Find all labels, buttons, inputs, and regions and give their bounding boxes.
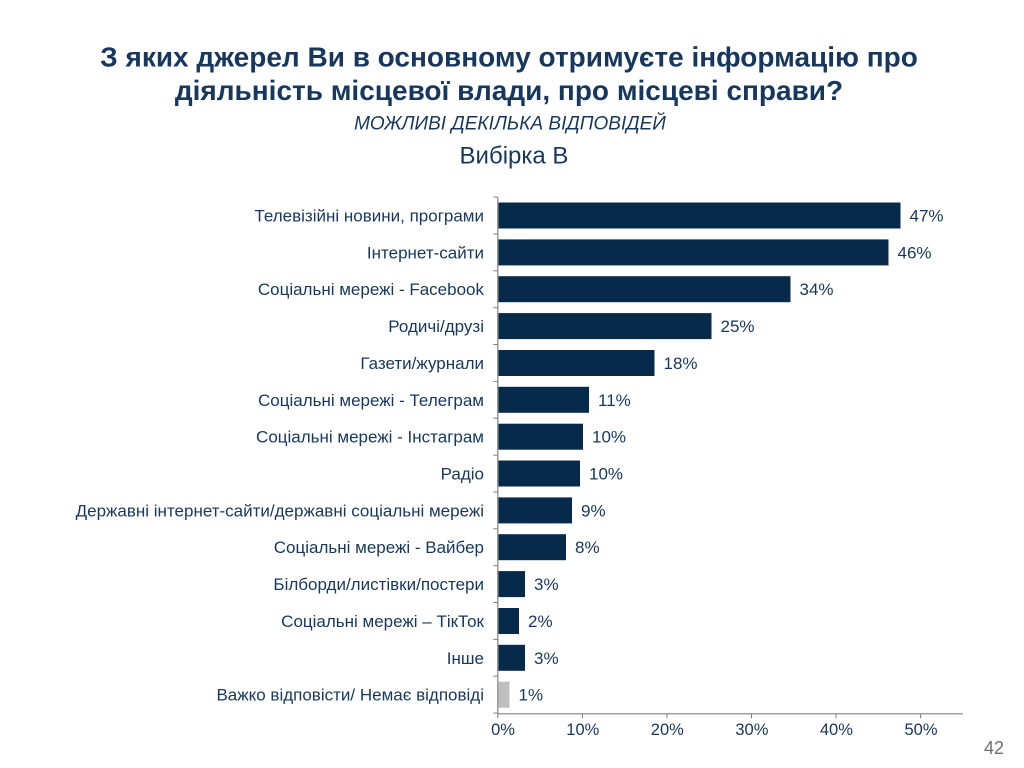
svg-text:Радіо: Радіо xyxy=(441,465,484,484)
svg-text:Вибірка В: Вибірка В xyxy=(460,143,569,170)
svg-text:Інше: Інше xyxy=(447,649,484,668)
svg-text:Соціальні мережі - Інстаграм: Соціальні мережі - Інстаграм xyxy=(256,428,484,447)
svg-text:З яких джерел Ви в основному о: З яких джерел Ви в основному отримуєте і… xyxy=(100,42,918,73)
svg-text:Родичі/друзі: Родичі/друзі xyxy=(388,317,484,336)
svg-text:Соціальні мережі – ТікТок: Соціальні мережі – ТікТок xyxy=(281,612,484,631)
svg-text:42: 42 xyxy=(984,738,1004,758)
svg-text:30%: 30% xyxy=(735,721,768,739)
svg-text:1%: 1% xyxy=(519,686,544,705)
svg-text:2%: 2% xyxy=(528,612,553,631)
svg-text:Важко відповісти/ Немає відпов: Важко відповісти/ Немає відповіді xyxy=(216,686,484,705)
svg-text:0%: 0% xyxy=(491,721,515,739)
svg-text:Державні інтернет-сайти/держав: Державні інтернет-сайти/державні соціаль… xyxy=(76,501,484,520)
svg-text:25%: 25% xyxy=(721,317,755,336)
svg-text:МОЖЛИВІ ДЕКІЛЬКА ВІДПОВІДЕЙ: МОЖЛИВІ ДЕКІЛЬКА ВІДПОВІДЕЙ xyxy=(354,113,666,135)
svg-text:46%: 46% xyxy=(898,243,932,262)
svg-text:діяльність місцевої влади, про: діяльність місцевої влади, про місцеві с… xyxy=(175,75,843,106)
svg-text:Соціальні мережі - Телеграм: Соціальні мережі - Телеграм xyxy=(258,391,484,410)
svg-text:Інтернет-сайти: Інтернет-сайти xyxy=(367,243,484,262)
svg-text:18%: 18% xyxy=(664,354,698,373)
svg-text:40%: 40% xyxy=(820,721,853,739)
svg-text:11%: 11% xyxy=(598,391,631,410)
svg-text:Соціальні мережі - Вайбер: Соціальні мережі - Вайбер xyxy=(274,538,484,557)
svg-text:50%: 50% xyxy=(904,721,937,739)
svg-text:Телевізійні новини, програми: Телевізійні новини, програми xyxy=(254,207,484,226)
svg-text:Соціальні мережі - Facebook: Соціальні мережі - Facebook xyxy=(258,280,485,299)
svg-text:3%: 3% xyxy=(534,649,559,668)
svg-text:8%: 8% xyxy=(575,538,600,557)
svg-text:20%: 20% xyxy=(651,721,684,739)
svg-text:47%: 47% xyxy=(910,207,944,226)
svg-text:9%: 9% xyxy=(581,501,606,520)
svg-text:34%: 34% xyxy=(800,280,834,299)
svg-text:10%: 10% xyxy=(566,721,599,739)
svg-text:3%: 3% xyxy=(534,575,559,594)
svg-text:Газети/журнали: Газети/журнали xyxy=(360,354,484,373)
svg-text:10%: 10% xyxy=(592,428,626,447)
svg-text:10%: 10% xyxy=(589,465,623,484)
svg-text:Білборди/листівки/постери: Білборди/листівки/постери xyxy=(273,575,484,594)
